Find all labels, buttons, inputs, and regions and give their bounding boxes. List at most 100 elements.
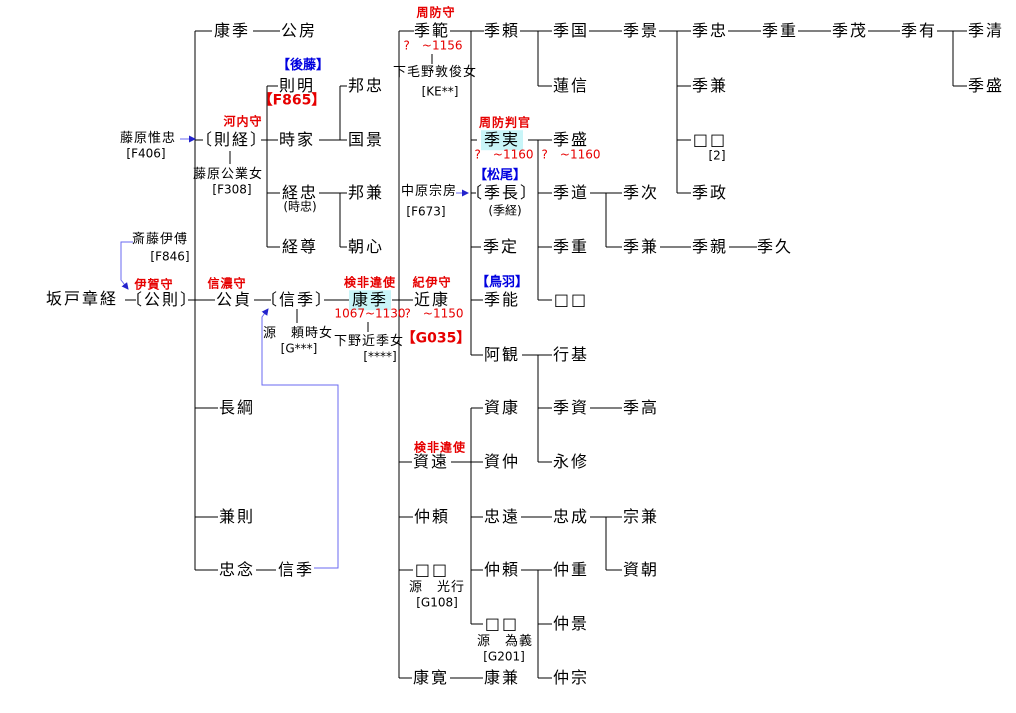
- person-node: 季頼: [483, 21, 521, 41]
- person-node: 康季: [213, 21, 251, 41]
- person-node: □□: [484, 614, 520, 634]
- person-node: 長綱: [218, 398, 256, 418]
- person-node: 忠念: [218, 560, 256, 580]
- annotation: [F673]: [406, 204, 446, 219]
- person-node: 仲景: [552, 614, 590, 634]
- annotation: ? ~1160: [474, 147, 534, 162]
- person-node: 経忠: [281, 183, 319, 203]
- annotation: 【後藤】: [276, 57, 330, 73]
- person-node: 仲宗: [552, 668, 590, 688]
- annotation: ? ~1150: [404, 306, 464, 321]
- person-node: 中原宗房: [400, 183, 458, 199]
- person-node: 忠遠: [483, 507, 521, 527]
- annotation: [F406]: [126, 146, 166, 161]
- annotation: 周防守: [416, 5, 456, 20]
- person-node: 季清: [967, 21, 1005, 41]
- person-node: 季茂: [831, 21, 869, 41]
- person-node: 仲頼: [483, 560, 521, 580]
- person-node: 経尊: [281, 237, 319, 257]
- person-node: 〔公則〕: [125, 290, 199, 310]
- person-node: 行基: [552, 345, 590, 365]
- person-node: 兼則: [218, 507, 256, 527]
- annotation: 【鳥羽】: [475, 274, 529, 290]
- person-node: 坂戸章経: [45, 289, 119, 309]
- person-node: 時家: [278, 130, 316, 150]
- person-node: 資遠: [412, 452, 450, 472]
- annotation: 紀伊守: [412, 275, 452, 290]
- annotation: [F846]: [150, 249, 190, 264]
- person-node: 蓮信: [552, 76, 590, 96]
- person-node: 季盛: [552, 130, 590, 150]
- person-node: 季実: [480, 130, 524, 150]
- annotation: 【F865】: [258, 92, 326, 109]
- annotation: 検非違使: [413, 440, 467, 455]
- person-node: □□: [692, 130, 728, 150]
- annotation: 信濃守: [207, 276, 247, 291]
- annotation: [F308]: [212, 182, 252, 197]
- person-node: 公貞: [215, 290, 253, 310]
- person-node: 〔信季〕: [260, 290, 334, 310]
- person-node: 季久: [756, 237, 794, 257]
- person-node: 永修: [552, 452, 590, 472]
- person-node: 季高: [622, 398, 660, 418]
- person-node: 〔則経〕: [195, 130, 269, 150]
- person-node: 季定: [482, 237, 520, 257]
- person-node: 仲重: [552, 560, 590, 580]
- annotation: 検非違使: [343, 275, 397, 290]
- person-node: 資康: [483, 398, 521, 418]
- person-node: 則明: [278, 76, 316, 96]
- person-node: 季範: [413, 21, 451, 41]
- annotation: (時忠): [283, 199, 317, 214]
- person-node: 阿観: [483, 345, 521, 365]
- person-node: 康季: [348, 290, 392, 310]
- annotation: 下野近季女: [333, 333, 405, 349]
- person-node: 季兼: [622, 237, 660, 257]
- person-node: 〔季長〕: [465, 183, 539, 203]
- adoption-arrow: [261, 308, 339, 569]
- annotation: 下毛野敦俊女: [392, 64, 478, 80]
- person-node: 季忠: [691, 21, 729, 41]
- person-node: 康寛: [412, 668, 450, 688]
- person-node: 斎藤伊傅: [131, 231, 189, 247]
- person-node: 藤原惟忠: [119, 130, 177, 146]
- person-node: 信季: [277, 560, 315, 580]
- annotation: 源 為義: [476, 633, 534, 649]
- person-node: 国景: [347, 130, 385, 150]
- person-node: 季親: [691, 237, 729, 257]
- annotation: 周防判官: [478, 115, 532, 130]
- person-node: 季盛: [967, 76, 1005, 96]
- annotation: [KE**]: [421, 84, 459, 99]
- annotation: [G***]: [280, 341, 318, 356]
- person-node: 季重: [761, 21, 799, 41]
- person-node: □□: [414, 560, 450, 580]
- annotation: 【松尾】: [473, 167, 527, 183]
- person-node: 季能: [483, 290, 521, 310]
- person-node: 資仲: [483, 452, 521, 472]
- person-node: 宗兼: [622, 507, 660, 527]
- person-node: 季重: [552, 237, 590, 257]
- person-node: 季政: [691, 183, 729, 203]
- annotation: 伊賀守: [134, 277, 174, 292]
- person-node: 邦忠: [347, 76, 385, 96]
- person-node: 公房: [280, 21, 318, 41]
- annotation: 藤原公業女: [192, 166, 264, 182]
- annotation: [G108]: [416, 595, 458, 610]
- person-node: 仲頼: [413, 507, 451, 527]
- annotation: [2]: [708, 148, 726, 163]
- annotation: [G201]: [483, 649, 525, 664]
- person-node: 康兼: [483, 668, 521, 688]
- person-node: 季兼: [691, 76, 729, 96]
- annotation: ? ~1156: [403, 38, 463, 53]
- person-node: 季道: [552, 183, 590, 203]
- annotation: 源 光行: [408, 579, 466, 595]
- annotation: 【G035】: [401, 330, 471, 347]
- person-node: 近康: [413, 290, 451, 310]
- annotation: 源 頼時女: [262, 325, 334, 341]
- person-node: 邦兼: [347, 183, 385, 203]
- person-node: 朝心: [347, 237, 385, 257]
- person-node: 季資: [552, 398, 590, 418]
- person-node: 季有: [900, 21, 938, 41]
- annotation: ? ~1160: [541, 147, 601, 162]
